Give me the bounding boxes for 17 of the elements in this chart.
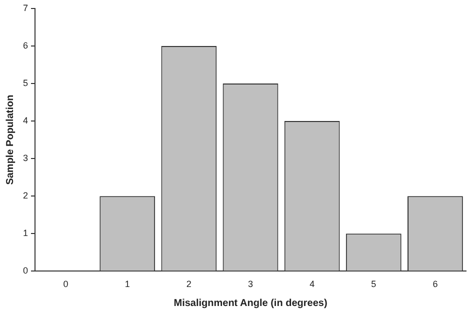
y-tick-label: 3 xyxy=(22,153,28,164)
y-tick-label: 6 xyxy=(22,40,28,50)
y-tick-label: 7 xyxy=(22,2,28,13)
y-tick-label: 0 xyxy=(22,266,28,276)
x-tick-label: 0 xyxy=(63,279,68,290)
y-tick-label: 4 xyxy=(22,116,28,126)
x-tick-label: 5 xyxy=(371,279,376,290)
x-tick-label: 6 xyxy=(432,279,438,290)
y-tick-label: 5 xyxy=(22,78,28,88)
x-tick-label: 4 xyxy=(310,279,315,290)
y-axis-title: Sample Population xyxy=(4,94,16,185)
x-tick-label: 1 xyxy=(124,279,130,290)
x-axis-title: Misalignment Angle (in degrees) xyxy=(174,298,328,309)
x-tick-label: 2 xyxy=(186,279,192,290)
y-tick-label: 2 xyxy=(22,190,28,201)
y-tick-label: 1 xyxy=(22,228,28,238)
x-tick-label: 3 xyxy=(248,279,254,290)
